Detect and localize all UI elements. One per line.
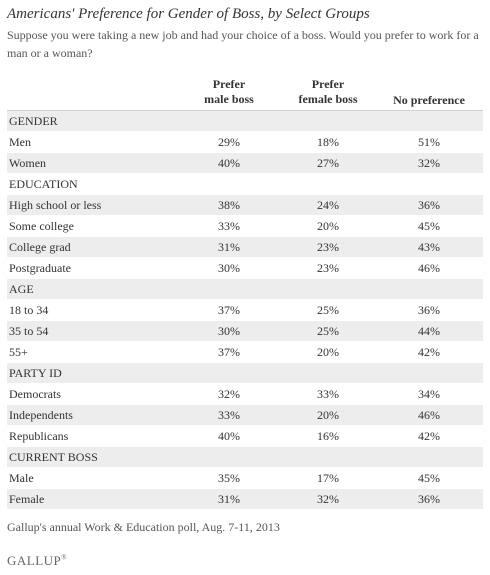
row-value: 31% [218, 492, 240, 506]
row-value: 36% [418, 303, 440, 317]
chart-subtitle: Suppose you were taking a new job and ha… [7, 28, 479, 60]
group-header-label: CURRENT BOSS [9, 450, 98, 464]
row-label: Some college [9, 219, 74, 233]
row-value: 43% [418, 240, 440, 254]
row-value: 42% [418, 429, 440, 443]
row-value: 34% [418, 387, 440, 401]
row-value: 27% [317, 156, 339, 170]
table-row: Women 40% 27% 32% [7, 153, 483, 174]
table-row: Men 29% 18% 51% [7, 132, 483, 153]
row-value: 45% [418, 219, 440, 233]
row-label: Independents [9, 408, 73, 422]
group-header-label: GENDER [9, 114, 58, 128]
row-value: 40% [218, 429, 240, 443]
group-header-label: EDUCATION [9, 177, 78, 191]
row-label: 35 to 54 [9, 324, 49, 338]
row-label: Postgraduate [9, 261, 71, 275]
group-header-row: PARTY ID [7, 363, 483, 384]
column-header-male-line2: male boss [204, 92, 254, 106]
row-label: High school or less [9, 198, 102, 212]
table-row: 35 to 54 30% 25% 44% [7, 321, 483, 342]
group-header-label: AGE [9, 282, 34, 296]
row-value: 38% [218, 198, 240, 212]
row-value: 17% [317, 471, 339, 485]
group-header-row: CURRENT BOSS [7, 447, 483, 468]
group-header-row: EDUCATION [7, 174, 483, 195]
table-row: 18 to 34 37% 25% 36% [7, 300, 483, 321]
row-value: 46% [418, 408, 440, 422]
row-value: 25% [317, 303, 339, 317]
row-value: 36% [418, 198, 440, 212]
row-label: 55+ [9, 345, 28, 359]
row-label: Democrats [9, 387, 61, 401]
row-value: 42% [418, 345, 440, 359]
gallup-logo: GALLUP® [7, 553, 67, 569]
row-value: 37% [218, 345, 240, 359]
column-header-female-line2: female boss [298, 92, 358, 106]
column-header-female-line1: Prefer [311, 77, 345, 91]
row-value: 33% [317, 387, 339, 401]
table-row: Female 31% 32% 36% [7, 489, 483, 510]
row-value: 46% [418, 261, 440, 275]
row-value: 24% [317, 198, 339, 212]
row-value: 23% [317, 261, 339, 275]
row-value: 25% [317, 324, 339, 338]
row-label: Women [9, 156, 47, 170]
table-row: College grad 31% 23% 43% [7, 237, 483, 258]
table-row: Male 35% 17% 45% [7, 468, 483, 489]
table-row: Democrats 32% 33% 34% [7, 384, 483, 405]
row-value: 20% [317, 408, 339, 422]
table-row: 55+ 37% 20% 42% [7, 342, 483, 363]
row-value: 35% [218, 471, 240, 485]
row-value: 20% [317, 345, 339, 359]
row-value: 29% [218, 135, 240, 149]
column-header-no-preference-line1: No preference [393, 93, 465, 107]
row-value: 20% [317, 219, 339, 233]
table-row: Independents 33% 20% 46% [7, 405, 483, 426]
row-value: 37% [218, 303, 240, 317]
row-value: 40% [218, 156, 240, 170]
row-value: 31% [218, 240, 240, 254]
row-label: Men [9, 135, 31, 149]
row-label: Male [9, 471, 34, 485]
chart-title: Americans' Preference for Gender of Boss… [7, 6, 370, 22]
row-value: 16% [317, 429, 339, 443]
row-value: 45% [418, 471, 440, 485]
group-header-label: PARTY ID [9, 366, 62, 380]
column-header-male: Prefer male boss [188, 77, 270, 107]
gallup-logo-text: GALLUP [7, 553, 62, 568]
row-value: 51% [418, 135, 440, 149]
row-value: 32% [317, 492, 339, 506]
registered-mark: ® [61, 553, 68, 562]
table-row: Postgraduate 30% 23% 46% [7, 258, 483, 279]
row-value: 23% [317, 240, 339, 254]
column-header-no-preference: No preference [378, 93, 480, 108]
column-header-male-line1: Prefer [212, 77, 246, 91]
row-label: Female [9, 492, 45, 506]
table-row: Republicans 40% 16% 42% [7, 426, 483, 447]
group-header-row: AGE [7, 279, 483, 300]
row-value: 32% [418, 156, 440, 170]
row-value: 44% [418, 324, 440, 338]
row-value: 18% [317, 135, 339, 149]
row-value: 33% [218, 408, 240, 422]
group-header-row: GENDER [7, 111, 483, 132]
data-table: GENDER Men 29% 18% 51% Women 40% 27% 32% EDUCATIO… [7, 110, 483, 510]
row-value: 32% [218, 387, 240, 401]
table-row: High school or less 38% 24% 36% [7, 195, 483, 216]
source-note: Gallup's annual Work & Education poll, A… [7, 520, 280, 534]
row-value: 30% [218, 261, 240, 275]
row-label: Republicans [9, 429, 69, 443]
row-value: 36% [418, 492, 440, 506]
row-label: 18 to 34 [9, 303, 49, 317]
table-row: Some college 33% 20% 45% [7, 216, 483, 237]
row-label: College grad [9, 240, 71, 254]
row-value: 33% [218, 219, 240, 233]
column-header-female: Prefer female boss [280, 77, 376, 107]
row-value: 30% [218, 324, 240, 338]
